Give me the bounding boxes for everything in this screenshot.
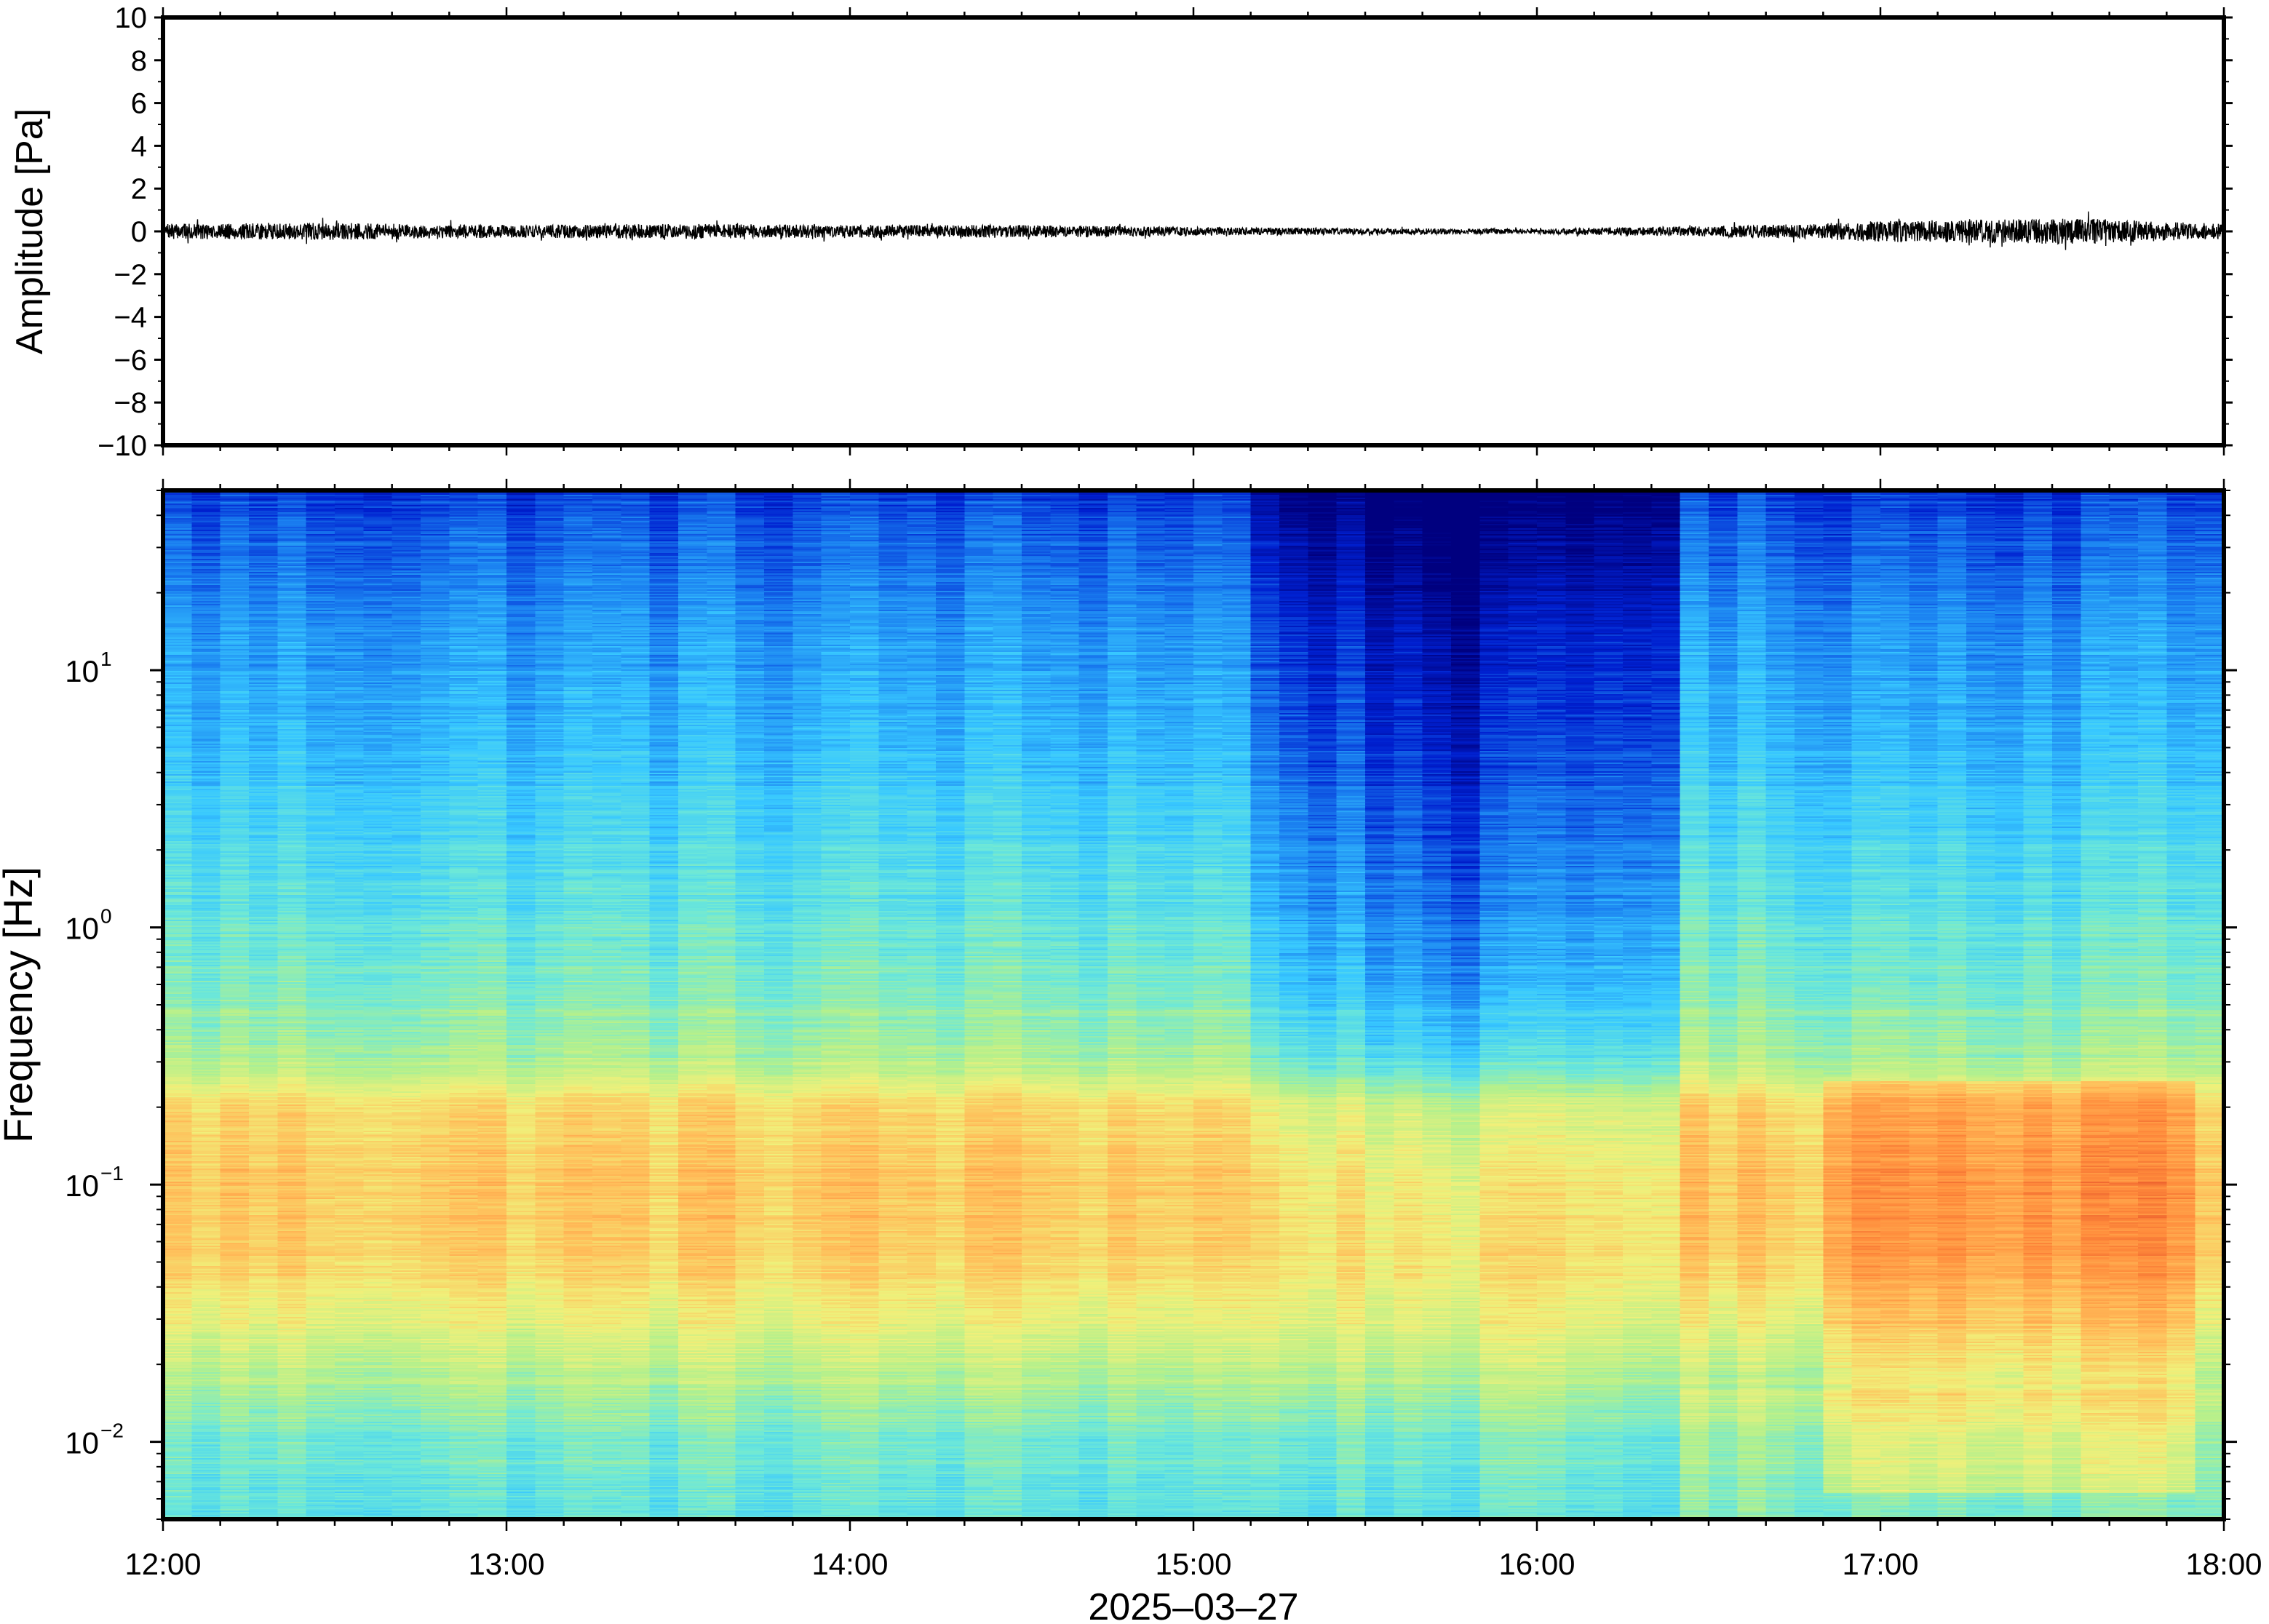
spectrogram-frame [161, 488, 2226, 1521]
amplitude-trace [162, 211, 2225, 250]
amplitude-y-ticks: 10 8 6 4 2 0 −2 −4 −6 −8 −10 [98, 2, 2233, 462]
tick-base: 10 [65, 912, 99, 946]
spectrogram-y-tick-exponent: 1 [100, 648, 112, 670]
amplitude-y-tick-label: −10 [98, 430, 147, 462]
spectrogram-x-tick-label: 17:00 [1842, 1547, 1918, 1581]
spectrogram-image [163, 490, 2224, 1519]
amplitude-frame [161, 15, 2226, 447]
spectrogram-y-tick-exponent: −2 [100, 1420, 124, 1442]
spectrogram-x-axis-label: 2025–03–27 [1088, 1586, 1298, 1624]
amplitude-y-tick-label: 0 [131, 216, 147, 248]
spectrogram-y-tick-label: 10 [65, 1169, 99, 1203]
amplitude-y-tick-label: −6 [114, 344, 147, 376]
amplitude-y-tick-label: −8 [114, 387, 147, 419]
spectrogram-y-tick-label: 10 [65, 1426, 99, 1460]
spectrogram-x-tick-label: 13:00 [468, 1547, 544, 1581]
spectrogram-x-tick-label: 15:00 [1155, 1547, 1231, 1581]
spectrogram-x-tick-label: 14:00 [811, 1547, 888, 1581]
spectrogram-y-tick-exponent: 0 [100, 905, 112, 928]
spectrogram-x-tick-label: 12:00 [124, 1547, 201, 1581]
amplitude-y-tick-label: 10 [115, 2, 148, 34]
tick-base: 10 [65, 1426, 99, 1460]
amplitude-y-tick-label: 6 [131, 88, 147, 120]
amplitude-y-axis-label: Amplitude [Pa] [9, 108, 51, 354]
spectrogram-y-axis-label: Frequency [Hz] [0, 867, 41, 1143]
amplitude-y-tick-label: −4 [114, 302, 147, 334]
spectrogram-x-tick-label: 18:00 [2185, 1547, 2262, 1581]
amplitude-y-tick-label: −2 [114, 259, 147, 291]
spectrogram-x-tick-label: 16:00 [1498, 1547, 1575, 1581]
spectrogram-y-tick-label: 10 [65, 912, 99, 946]
tick-base: 10 [65, 654, 99, 688]
amplitude-y-tick-label: 4 [131, 130, 147, 162]
amplitude-y-tick-label: 2 [131, 173, 147, 205]
spectrogram-y-tick-label: 10 [65, 654, 99, 688]
amplitude-y-tick-label: 8 [131, 45, 147, 77]
spectrogram-y-tick-exponent: −1 [100, 1162, 124, 1185]
amplitude-panel: 10 8 6 4 2 0 −2 −4 −6 −8 −10 Amplitude [Pa] [9, 2, 2233, 462]
tick-base: 10 [65, 1169, 99, 1203]
